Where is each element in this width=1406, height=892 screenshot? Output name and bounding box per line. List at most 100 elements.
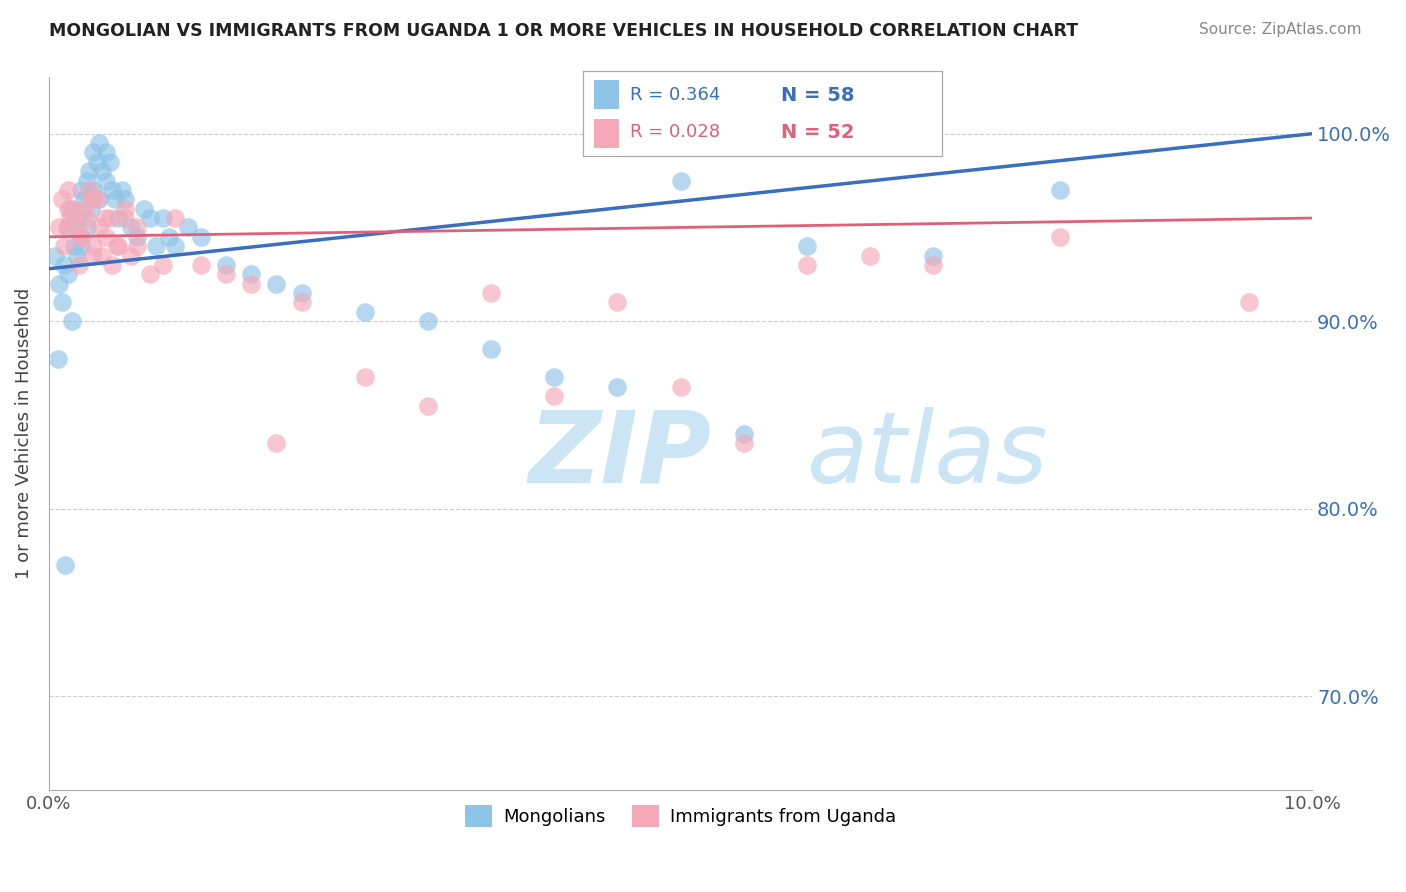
Point — [73, 202, 96, 216]
Point — [79, 183, 101, 197]
Point — [98, 211, 121, 225]
Point — [76, 211, 98, 225]
Text: ZIP: ZIP — [529, 407, 711, 504]
Point — [127, 239, 149, 253]
Point — [59, 202, 82, 216]
Point — [55, 558, 77, 572]
Point — [165, 239, 187, 253]
Point — [98, 154, 121, 169]
Point — [60, 314, 83, 328]
Point — [215, 258, 238, 272]
Point — [66, 211, 89, 225]
Point — [1049, 183, 1071, 197]
Point — [922, 249, 945, 263]
Point — [94, 145, 117, 160]
Y-axis label: 1 or more Vehicles in Household: 1 or more Vehicles in Household — [15, 288, 32, 579]
Point — [79, 202, 101, 216]
Point — [291, 286, 314, 301]
Point — [53, 258, 76, 272]
Point — [120, 249, 142, 263]
Point — [353, 305, 375, 319]
Point — [55, 220, 77, 235]
Point — [76, 173, 98, 187]
Point — [101, 258, 124, 272]
Point — [44, 249, 66, 263]
Point — [82, 145, 104, 160]
Point — [51, 192, 73, 206]
Point — [82, 249, 104, 263]
Point — [48, 277, 70, 291]
Point — [416, 399, 439, 413]
Point — [66, 220, 89, 235]
Point — [101, 183, 124, 197]
Point — [796, 258, 818, 272]
Point — [240, 268, 263, 282]
Point — [56, 183, 79, 197]
Point — [152, 258, 174, 272]
Point — [107, 211, 129, 225]
Point — [59, 211, 82, 225]
Point — [53, 239, 76, 253]
Point — [114, 192, 136, 206]
Point — [114, 202, 136, 216]
Point — [86, 154, 108, 169]
Point — [733, 426, 755, 441]
Point — [51, 295, 73, 310]
Point — [215, 268, 238, 282]
Point — [56, 268, 79, 282]
Point — [91, 249, 114, 263]
Point — [69, 229, 91, 244]
Point — [82, 183, 104, 197]
Point — [733, 436, 755, 450]
Point — [73, 192, 96, 206]
Point — [69, 183, 91, 197]
Point — [543, 370, 565, 384]
Point — [606, 295, 628, 310]
Text: R = 0.028: R = 0.028 — [630, 123, 720, 141]
Point — [89, 192, 111, 206]
Point — [479, 343, 502, 357]
Point — [1237, 295, 1260, 310]
Point — [94, 229, 117, 244]
Legend: Mongolians, Immigrants from Uganda: Mongolians, Immigrants from Uganda — [457, 797, 904, 834]
Point — [145, 239, 167, 253]
Point — [89, 136, 111, 150]
Point — [606, 380, 628, 394]
Point — [120, 220, 142, 235]
Point — [63, 202, 86, 216]
Point — [139, 268, 162, 282]
Point — [479, 286, 502, 301]
Point — [1049, 229, 1071, 244]
Point — [669, 380, 692, 394]
Point — [190, 258, 212, 272]
Point — [152, 211, 174, 225]
Text: N = 58: N = 58 — [780, 86, 855, 104]
Point — [114, 211, 136, 225]
Bar — [595, 119, 619, 147]
Point — [93, 211, 115, 225]
Point — [177, 220, 200, 235]
Point — [105, 239, 128, 253]
Point — [922, 258, 945, 272]
Text: atlas: atlas — [807, 407, 1049, 504]
Point — [543, 389, 565, 403]
Point — [79, 164, 101, 178]
Point — [127, 229, 149, 244]
Point — [240, 277, 263, 291]
Point — [111, 183, 134, 197]
Point — [796, 239, 818, 253]
Point — [48, 220, 70, 235]
Point — [132, 202, 155, 216]
Point — [669, 173, 692, 187]
Point — [127, 220, 149, 235]
Point — [69, 239, 91, 253]
Point — [67, 258, 90, 272]
Point — [56, 220, 79, 235]
Point — [63, 239, 86, 253]
Point — [82, 239, 104, 253]
Text: Source: ZipAtlas.com: Source: ZipAtlas.com — [1198, 22, 1361, 37]
Point — [80, 192, 103, 206]
Point — [416, 314, 439, 328]
Point — [266, 277, 288, 291]
Point — [66, 249, 89, 263]
